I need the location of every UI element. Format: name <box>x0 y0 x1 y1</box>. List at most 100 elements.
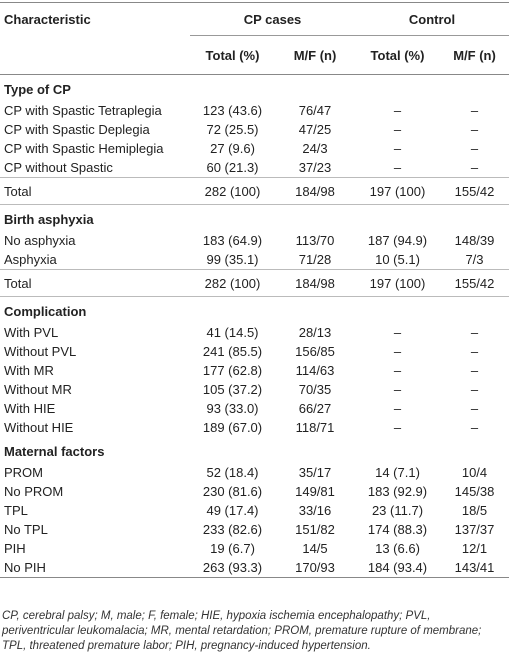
table-cell: 12/1 <box>461 541 488 556</box>
table-cell: 282 (100) <box>190 269 275 297</box>
header-cell: M/F (n) <box>275 35 355 75</box>
table-cell: 70/35 <box>298 382 332 397</box>
table-cell: Without HIE <box>4 420 74 435</box>
table-cell: – <box>393 420 402 435</box>
table-cell: 183 (92.9) <box>367 484 428 499</box>
table-cell: – <box>393 401 402 416</box>
table-cell: 114/63 <box>295 363 335 378</box>
table-cell: 66/27 <box>298 401 332 416</box>
section-title: Type of CP <box>4 82 71 97</box>
table-cell: – <box>393 103 402 118</box>
header-cell: M/F (n) <box>440 35 509 75</box>
table-cell: 99 (35.1) <box>206 252 259 267</box>
table-cell: 19 (6.7) <box>210 541 255 556</box>
table-cell: CP with Spastic Deplegia <box>4 122 150 137</box>
table-row: CP with Spastic Deplegia 72 (25.5) 47/25 – – <box>0 120 509 139</box>
table-cell: 155/42 <box>440 269 509 297</box>
table-cell: 148/39 <box>454 233 495 248</box>
table-row: Without HIE 189 (67.0) 118/71 – – <box>0 418 509 437</box>
table-cell: 123 (43.6) <box>202 103 263 118</box>
table-body: Type of CP CP with Spastic Tetraplegia 123… <box>0 75 509 578</box>
table-row: TPL 49 (17.4) 33/16 23 (11.7) 18/5 <box>0 501 509 520</box>
table-cell: 184 (93.4) <box>355 558 440 578</box>
table-row: No asphyxia 183 (64.9) 113/70 187 (94.9) 148… <box>0 231 509 250</box>
table-cell: 230 (81.6) <box>202 484 263 499</box>
table-cell: 10/4 <box>461 465 488 480</box>
section-title: Maternal factors <box>4 444 105 459</box>
table-cell: 76/47 <box>298 103 332 118</box>
table-cell: – <box>470 401 479 416</box>
table-cell: 28/13 <box>298 325 332 340</box>
table-cell: 184/98 <box>275 269 355 297</box>
header-cell <box>0 35 190 75</box>
header-cell: Total (%) <box>190 35 275 75</box>
table-cell: 93 (33.0) <box>206 401 259 416</box>
table-row: Total 282 (100) 184/98 197 (100) 155/42 <box>0 269 509 297</box>
table-cell: No PROM <box>4 484 64 499</box>
table-cell: No TPL <box>4 522 48 537</box>
table-cell: 149/81 <box>295 484 335 499</box>
table-row: CP with Spastic Hemiplegia 27 (9.6) 24/3 – – <box>0 139 509 158</box>
table-cell: 197 (100) <box>355 269 440 297</box>
header-cell: Characteristic <box>4 11 91 27</box>
table-cell: With HIE <box>4 401 56 416</box>
table-cell: – <box>393 344 402 359</box>
table-cell: 183 (64.9) <box>202 233 263 248</box>
section-row: Birth asphyxia <box>0 205 509 232</box>
table-cell: 177 (62.8) <box>202 363 263 378</box>
table-cell: CP without Spastic <box>4 160 113 175</box>
table-cell: – <box>470 122 479 137</box>
table-cell: – <box>393 363 402 378</box>
table-cell: 197 (100) <box>355 177 440 205</box>
table-cell: Total <box>0 177 190 205</box>
table-cell: – <box>470 382 479 397</box>
footnote: CP, cerebral palsy; M, male; F, female; … <box>2 610 482 652</box>
section-row: Maternal factors <box>0 437 509 463</box>
table-cell: 151/82 <box>295 522 335 537</box>
table-row: Total 282 (100) 184/98 197 (100) 155/42 <box>0 177 509 205</box>
table-cell: 18/5 <box>461 503 488 518</box>
table-row: Without MR 105 (37.2) 70/35 – – <box>0 380 509 399</box>
table-cell: CP with Spastic Tetraplegia <box>4 103 162 118</box>
table-cell: 23 (11.7) <box>371 503 424 518</box>
table-cell: 10 (5.1) <box>375 252 420 267</box>
table-cell: 282 (100) <box>190 177 275 205</box>
table-cell: 155/42 <box>440 177 509 205</box>
table-row: No PROM 230 (81.6) 149/81 183 (92.9) 145/38 <box>0 482 509 501</box>
table-cell: 14/5 <box>302 541 328 556</box>
header-row: Total (%) M/F (n) Total (%) M/F (n) <box>0 35 509 75</box>
table-cell: No PIH <box>0 558 190 578</box>
header-row: Characteristic CP cases Control <box>0 2 509 36</box>
table-cell: – <box>470 141 479 156</box>
table-cell: 60 (21.3) <box>206 160 259 175</box>
table-cell: 145/38 <box>454 484 495 499</box>
table-cell: 47/25 <box>298 122 332 137</box>
table-cell: 113/70 <box>295 233 335 248</box>
table-cell: – <box>470 160 479 175</box>
table-row: PROM 52 (18.4) 35/17 14 (7.1) 10/4 <box>0 463 509 482</box>
table-cell: 187 (94.9) <box>367 233 428 248</box>
table-cell: 105 (37.2) <box>202 382 263 397</box>
table-cell: – <box>470 325 479 340</box>
table-cell: No asphyxia <box>4 233 76 248</box>
table-cell: 52 (18.4) <box>206 465 259 480</box>
table-cell: 263 (93.3) <box>190 558 275 578</box>
table-row: No PIH 263 (93.3) 170/93 184 (93.4) 143/41 <box>0 558 509 578</box>
table-cell: CP with Spastic Hemiplegia <box>4 141 164 156</box>
table-cell: 13 (6.6) <box>375 541 420 556</box>
group-header: Control <box>355 2 509 36</box>
table-cell: – <box>393 160 402 175</box>
table-row: No TPL 233 (82.6) 151/82 174 (88.3) 137/37 <box>0 520 509 539</box>
table-cell: 49 (17.4) <box>206 503 259 518</box>
section-title: Complication <box>4 304 87 319</box>
table-cell: 156/85 <box>295 344 335 359</box>
table-cell: 7/3 <box>465 252 484 267</box>
table-cell: 33/16 <box>298 503 332 518</box>
table-cell: Total <box>0 269 190 297</box>
table-row: Asphyxia 99 (35.1) 71/28 10 (5.1) 7/3 <box>0 250 509 270</box>
table-cell: 137/37 <box>454 522 495 537</box>
table-cell: Asphyxia <box>4 252 57 267</box>
table-cell: – <box>470 103 479 118</box>
table-row: With HIE 93 (33.0) 66/27 – – <box>0 399 509 418</box>
table-cell: – <box>393 382 402 397</box>
